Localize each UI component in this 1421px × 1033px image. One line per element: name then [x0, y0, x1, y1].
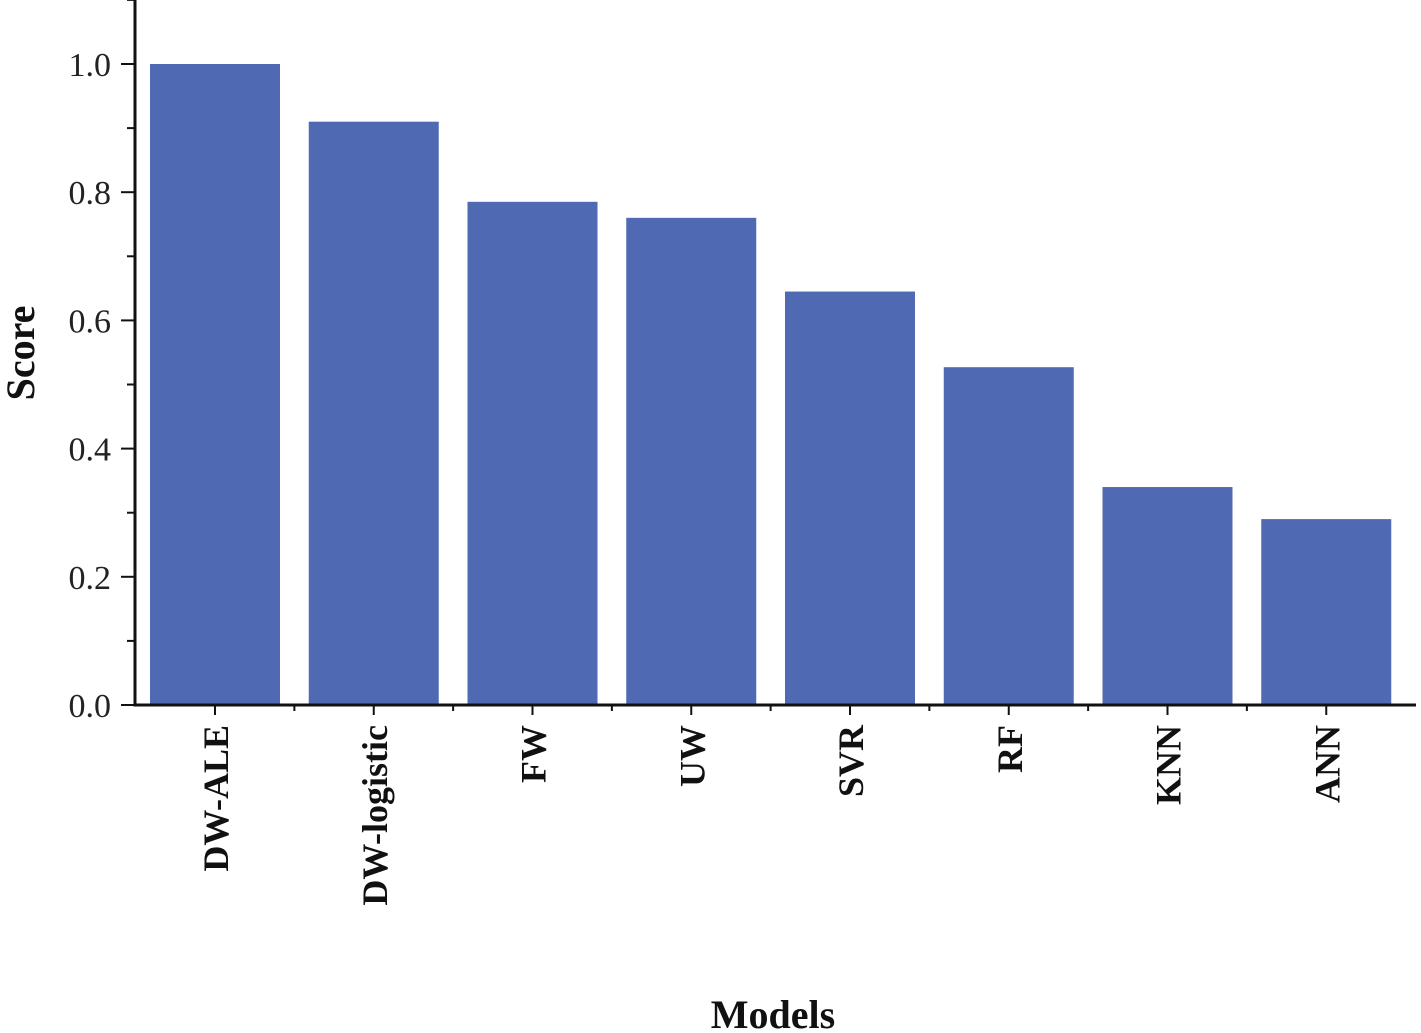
bar-svr [785, 291, 915, 704]
y-tick-label: 0.2 [69, 560, 112, 597]
bar-fw [467, 201, 598, 704]
y-tick-label: 0.8 [69, 175, 112, 212]
bar-uw [626, 217, 757, 704]
y-axis-ticks: 0.0 0.2 0.4 0.6 0.8 1.0 [69, 0, 135, 725]
x-axis-ticks: DW-ALE DW-logistic FW UW SVR RF KNN ANN [196, 705, 1347, 906]
x-tick-label: RF [990, 725, 1030, 773]
bar-dw-logistic [308, 121, 439, 704]
x-tick-label: DW-ALE [196, 725, 236, 872]
y-tick-label: 0.6 [69, 303, 112, 340]
x-tick-label: ANN [1307, 725, 1347, 803]
y-tick-label: 0.0 [69, 688, 112, 725]
x-tick-label: SVR [831, 724, 871, 797]
x-axis-title: Models [711, 992, 835, 1033]
bar-dw-ale [150, 64, 280, 704]
x-tick-label: DW-logistic [355, 725, 395, 906]
x-tick-label: FW [514, 725, 554, 783]
bar-rf [943, 367, 1074, 704]
bar-knn [1102, 487, 1233, 704]
y-tick-label: 1.0 [69, 47, 112, 84]
bars-group [150, 64, 1392, 704]
x-tick-label: KNN [1149, 725, 1189, 805]
y-axis-title: Score [0, 306, 43, 401]
y-tick-label: 0.4 [69, 432, 112, 469]
x-tick-label: UW [672, 725, 712, 787]
bar-ann [1261, 519, 1392, 704]
